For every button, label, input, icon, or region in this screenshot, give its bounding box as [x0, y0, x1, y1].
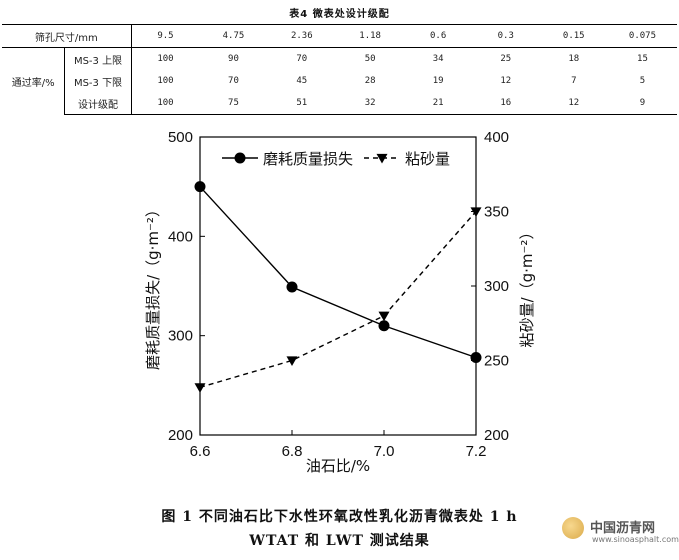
dual-axis-line-chart: 6.6 6.8 7.0 7.2200300400500200250300350400油… — [144, 129, 536, 475]
figure-caption-line-2: WTAT 和 LWT 测试结果 — [249, 533, 430, 549]
series-line-0 — [199, 186, 477, 359]
table-cell: 18 — [568, 54, 580, 64]
y-left-axis-label: 磨耗质量损失/（g·m⁻²） — [144, 202, 162, 370]
x-tick-label: 6.6 — [190, 443, 211, 460]
figure-caption-line-1: 图 1 不同油石比下水性环氧改性乳化沥青微表处 1 h — [161, 509, 518, 525]
data-point — [378, 311, 390, 322]
legend-marker — [376, 153, 388, 164]
table-cell: 4.75 — [199, 24, 268, 48]
watermark-emblem-icon — [562, 517, 584, 539]
legend-label: 粘砂量 — [405, 150, 450, 168]
y-right-tick-label: 250 — [484, 353, 509, 370]
table-cell: 9.5 — [131, 24, 200, 48]
table-cell: 7 — [571, 76, 577, 86]
x-tick-label: 7.0 — [374, 443, 395, 460]
table-cell: 2.36 — [267, 24, 336, 48]
data-point — [194, 383, 206, 393]
table-row: MS-3 下限 100 70 45 28 19 12 7 5 — [2, 70, 677, 92]
table-row: 设计级配 100 75 51 32 21 16 12 9 — [2, 92, 677, 115]
table-cell: 75 — [199, 92, 268, 115]
table-title: 表4 微表处设计级配 — [289, 9, 390, 20]
legend-marker — [234, 152, 246, 164]
table-cell: 100 — [131, 92, 200, 115]
table-cell: 1.18 — [335, 24, 405, 48]
table-cell: 100 — [157, 54, 174, 64]
data-point — [378, 320, 390, 332]
row-label: MS-3 下限 — [64, 70, 132, 92]
table-header-row: 筛孔尺寸/mm 9.5 4.75 2.36 1.18 0.6 0.3 0.15 … — [2, 24, 677, 48]
x-tick-label: 7.2 — [466, 443, 487, 460]
table-cell: 25 — [500, 54, 512, 64]
table-cell: 70 — [228, 76, 239, 86]
series-line-1 — [199, 211, 477, 388]
table-cell: 50 — [364, 54, 376, 64]
table-cell: 100 — [157, 76, 174, 86]
table-cell: 32 — [335, 92, 405, 115]
table-cell: 0.3 — [471, 24, 540, 48]
data-point — [470, 352, 482, 364]
row-label: MS-3 上限 — [64, 47, 132, 70]
table-cell: 5 — [639, 76, 646, 86]
row-label: 设计级配 — [64, 92, 132, 115]
data-point — [194, 181, 206, 193]
table-cell: 45 — [296, 76, 308, 86]
table-cell: 70 — [296, 54, 308, 64]
table-cell: 51 — [267, 92, 336, 115]
legend-label: 磨耗质量损失 — [263, 150, 353, 168]
table-cell: 0.15 — [539, 24, 608, 48]
data-point — [286, 281, 298, 293]
table-cell: 34 — [432, 54, 444, 64]
table-cell: 9 — [607, 92, 677, 115]
watermark-url: www.sinoasphalt.com — [592, 535, 679, 544]
table-cell: 15 — [637, 54, 648, 64]
x-axis-label: 油石比/% — [306, 457, 370, 475]
table-cell: 28 — [364, 76, 376, 86]
table-cell: 0.6 — [404, 24, 472, 48]
sieve-size-header: 筛孔尺寸/mm — [2, 24, 132, 48]
table-cell: 19 — [432, 76, 444, 86]
watermark-name: 中国沥青网 — [590, 521, 656, 536]
y-right-axis-label: 粘砂量/（g·m⁻²） — [518, 225, 536, 348]
table-cell: 12 — [500, 76, 512, 86]
y-left-tick-label: 200 — [168, 427, 193, 444]
table-cell: 12 — [539, 92, 608, 115]
x-tick-label: 6.8 — [282, 443, 303, 460]
plot-frame — [199, 136, 477, 436]
y-left-tick-label: 400 — [168, 228, 193, 245]
table-row: 通过率/% MS-3 上限 100 90 70 50 34 25 18 15 — [2, 47, 677, 115]
y-left-tick-label: 300 — [168, 328, 193, 345]
gradation-table: 筛孔尺寸/mm 9.5 4.75 2.36 1.18 0.6 0.3 0.15 … — [2, 24, 677, 115]
passing-rate-label: 通过率/% — [2, 47, 66, 115]
data-point — [470, 207, 482, 217]
table-cell: 0.075 — [607, 24, 677, 48]
watermark-logo: 中国沥青网 www.sinoasphalt.com — [560, 513, 679, 553]
y-left-tick-label: 500 — [168, 129, 193, 146]
data-point — [286, 356, 298, 366]
table-cell: 21 — [404, 92, 472, 115]
y-right-tick-label: 350 — [484, 204, 509, 221]
y-right-tick-label: 400 — [484, 129, 509, 146]
table-cell: 90 — [228, 54, 239, 64]
y-right-tick-label: 300 — [484, 278, 509, 295]
table-cell: 16 — [471, 92, 540, 115]
y-right-tick-label: 200 — [484, 427, 509, 444]
